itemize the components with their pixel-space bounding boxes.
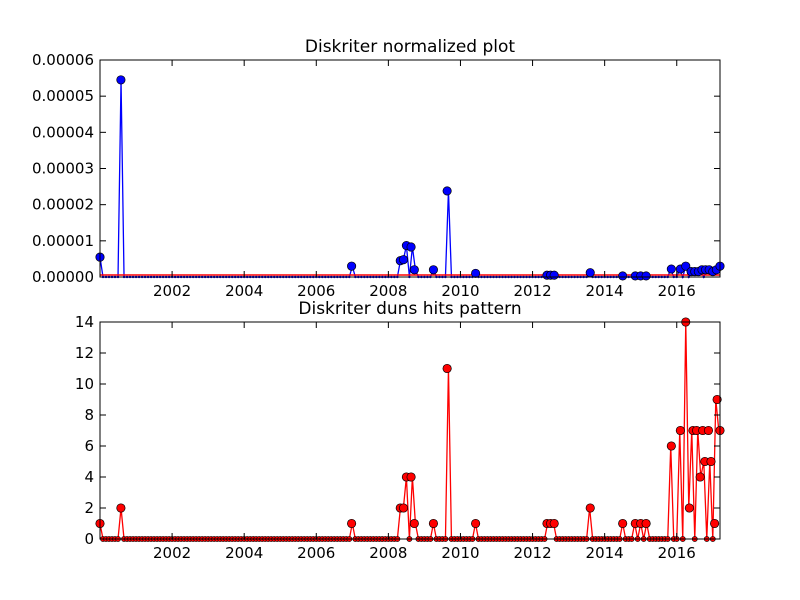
duns-hits-data-point <box>586 504 594 512</box>
duns-hits-data-point <box>117 504 125 512</box>
y-tick-label: 0 <box>84 530 94 548</box>
x-tick-label: 2008 <box>369 282 407 300</box>
duns-hits-title: Diskriter duns hits pattern <box>298 299 521 319</box>
x-tick-label: 2006 <box>297 544 335 562</box>
duns-hits-data-point <box>443 364 451 372</box>
duns-hits-marks <box>96 318 724 542</box>
normalized-plot-data-point <box>407 243 415 251</box>
y-tick-label: 14 <box>75 313 94 331</box>
x-tick-label: 2016 <box>658 282 696 300</box>
normalized-plot-data-point <box>550 271 558 279</box>
duns-hits-data-point <box>704 426 712 434</box>
duns-hits-data-point <box>399 504 407 512</box>
y-tick-label: 0.00006 <box>32 51 94 69</box>
x-tick-label: 2010 <box>441 544 479 562</box>
x-tick-label: 2014 <box>586 282 624 300</box>
x-tick-label: 2002 <box>153 544 191 562</box>
y-tick-label: 0.00003 <box>32 160 94 178</box>
y-tick-label: 0.00000 <box>32 268 94 286</box>
normalized-plot-data-point <box>399 255 407 263</box>
duns-hits-data-point <box>429 519 437 527</box>
x-tick-label: 2004 <box>225 544 263 562</box>
x-tick-label: 2010 <box>441 282 479 300</box>
normalized-plot-data-point <box>618 272 626 280</box>
duns-hits-data-point <box>471 519 479 527</box>
x-tick-label: 2004 <box>225 282 263 300</box>
x-tick-label: 2002 <box>153 282 191 300</box>
duns-hits-data-point <box>618 519 626 527</box>
y-tick-label: 0.00001 <box>32 232 94 250</box>
x-tick-label: 2014 <box>586 544 624 562</box>
duns-hits-data-point <box>696 473 704 481</box>
y-tick-label: 8 <box>84 406 94 424</box>
duns-hits-data-point <box>676 426 684 434</box>
normalized-plot-data-point <box>471 269 479 277</box>
duns-hits-frame <box>100 322 720 539</box>
duns-hits-data-point <box>707 457 715 465</box>
y-tick-label: 2 <box>84 499 94 517</box>
duns-hits-data-point <box>685 504 693 512</box>
y-tick-label: 0.00004 <box>32 123 94 141</box>
duns-hits-data-point <box>410 519 418 527</box>
duns-hits-data-point <box>347 519 355 527</box>
duns-hits-data-point <box>710 519 718 527</box>
x-tick-label: 2006 <box>297 282 335 300</box>
normalized-plot-data-point <box>642 272 650 280</box>
normalized-plot-marks <box>96 76 724 280</box>
y-tick-label: 6 <box>84 437 94 455</box>
duns-hits-data-point <box>667 442 675 450</box>
normalized-plot-data-point <box>429 266 437 274</box>
normalized-plot-data-point <box>586 268 594 276</box>
y-tick-label: 12 <box>75 344 94 362</box>
normalized-plot-title: Diskriter normalized plot <box>305 37 516 57</box>
duns-hits-axes: Diskriter duns hits pattern 2002 2004 2006… <box>75 299 724 562</box>
x-tick-label: 2008 <box>369 544 407 562</box>
normalized-plot-data-point <box>347 262 355 270</box>
y-tick-label: 4 <box>84 468 94 486</box>
y-tick-label: 0.00005 <box>32 87 94 105</box>
duns-hits-line <box>100 322 719 539</box>
duns-hits-data-point <box>642 519 650 527</box>
normalized-plot-data-point <box>410 266 418 274</box>
x-tick-label: 2016 <box>658 544 696 562</box>
normalized-plot-data-point <box>117 76 125 84</box>
normalized-plot-axes: Diskriter normalized plot 2002 2004 2006 20… <box>32 37 724 300</box>
y-tick-label: 10 <box>75 375 94 393</box>
duns-hits-data-point <box>550 519 558 527</box>
y-tick-label: 0.00002 <box>32 196 94 214</box>
normalized-plot-data-point <box>667 265 675 273</box>
normalized-plot-ticks: 2002 2004 2006 2008 2010 2012 2014 2016 0.00000 0… <box>32 51 720 300</box>
x-tick-label: 2012 <box>513 544 551 562</box>
x-tick-label: 2012 <box>513 282 551 300</box>
normalized-plot-data-point <box>443 187 451 195</box>
duns-hits-data-point <box>407 473 415 481</box>
